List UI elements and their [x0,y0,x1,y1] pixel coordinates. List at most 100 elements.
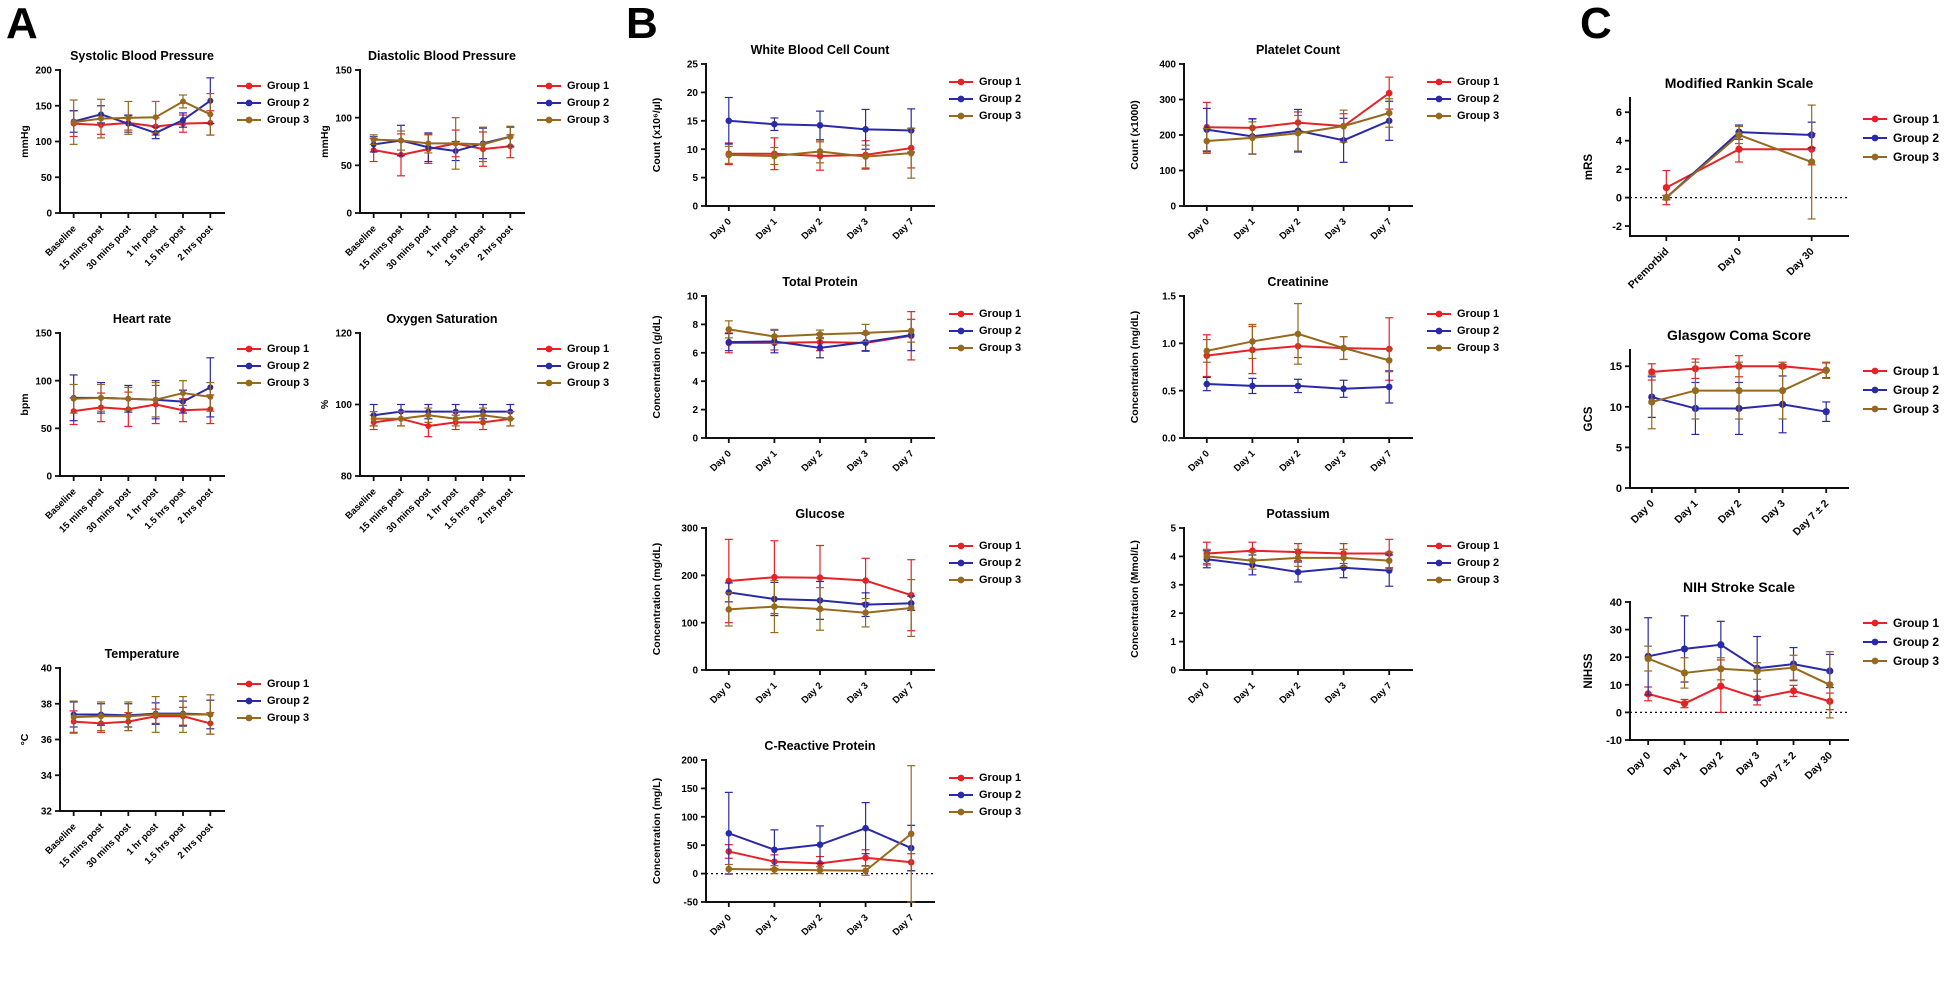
axes [1629,601,1849,741]
legend-label: Group 1 [979,540,1022,552]
legend-marker-icon [949,112,973,120]
legend-label: Group 1 [979,76,1022,88]
chart-unit-total-protein: Total Protein 0 2 4 6 8 10 Concentration (g/dL)… [648,274,1126,502]
legend-marker-icon [1863,367,1887,375]
legend-label: Group 2 [1457,557,1500,569]
svg-text:100: 100 [335,400,352,411]
legend-label: Group 2 [979,325,1022,337]
svg-text:5: 5 [692,173,698,184]
svg-text:50: 50 [341,161,353,172]
svg-text:400: 400 [1159,60,1176,71]
legend-marker-icon [949,95,973,103]
legend-item-group-1: Group 1 [1862,364,1939,378]
legend-item-group-2: Group 2 [1426,325,1499,337]
svg-text:Day 30: Day 30 [1784,246,1817,279]
svg-text:Day 1: Day 1 [754,912,780,938]
legend-label: Group 3 [1893,402,1940,416]
chart-unit-potassium: Potassium 0 1 2 3 4 5 Concentration (Mmol/L) Day… [1126,506,1604,734]
y-axis-ticks: 0 1 2 3 4 5 [1170,524,1184,677]
chart-unit-c-reactive-protein: C-Reactive Protein -50 0 50 100 150 200 Concent… [648,738,1126,966]
y-axis-label: Concentration (mg/dL) [651,543,663,656]
legend-marker-icon [1427,310,1451,318]
svg-text:0: 0 [1616,483,1622,495]
svg-text:Day 1: Day 1 [1672,498,1700,526]
svg-text:-2: -2 [1612,221,1622,233]
svg-text:1: 1 [1170,637,1176,648]
legend-marker-icon [237,82,261,90]
x-axis-ticks: Premorbid Day 0 Day 30 [1626,236,1817,291]
series-group-3 [724,765,916,903]
y-axis-label: Concentration (mg/dL) [1129,311,1141,424]
axes [59,667,225,812]
legend-marker-icon [237,99,261,107]
legend-marker-icon [1427,95,1451,103]
svg-text:Day 7 ± 2: Day 7 ± 2 [1791,498,1832,539]
svg-text:-50: -50 [684,898,699,909]
legend-item-group-2: Group 2 [948,325,1021,337]
series-group-3 [1644,645,1834,719]
svg-text:1.5: 1.5 [1162,292,1176,303]
legend-item-group-2: Group 2 [1862,131,1939,145]
legend-label: Group 3 [1457,574,1500,586]
series-group-2 [69,77,215,140]
series-group-3 [1202,548,1394,570]
svg-text:6: 6 [1616,107,1622,119]
legend-label: Group 2 [979,557,1022,569]
svg-text:50: 50 [41,173,53,184]
legend-label: Group 2 [1457,325,1500,337]
legend-item-group-1: Group 1 [948,308,1021,320]
panel-a: A Systolic Blood Pressure 0 50 100 150 200 mmH… [0,0,620,984]
panel-b: B White Blood Cell Count 0 5 10 15 20 25 Count … [620,0,1580,984]
y-axis-ticks: 0.0 0.5 1.0 1.5 [1162,292,1184,445]
y-axis-label: mmHg [319,125,331,158]
panel-b-label: B [626,0,658,48]
series-group-1 [1662,132,1816,206]
y-axis-ticks: 0 50 100 150 [335,66,360,220]
chart-title: Creatinine [1267,275,1328,289]
legend-marker-icon [237,379,261,387]
legend-label: Group 1 [1457,540,1500,552]
svg-text:34: 34 [41,771,53,782]
svg-text:32: 32 [41,807,53,818]
svg-text:20: 20 [687,88,699,99]
y-axis-ticks: 32 34 36 38 40 [41,664,60,818]
x-axis-ticks: Day 0 Day 1 Day 2 Day 3 Day 7 [708,902,916,938]
svg-text:0.0: 0.0 [1162,434,1176,445]
legend: Group 1 Group 2 Group 3 [948,540,1021,586]
legend-item-group-3: Group 3 [948,110,1021,122]
svg-text:Day 3: Day 3 [845,680,871,706]
svg-text:50: 50 [687,841,699,852]
svg-text:0: 0 [1170,202,1176,213]
svg-text:Day 0: Day 0 [708,216,734,242]
svg-text:25: 25 [687,60,699,71]
legend-item-group-1: Group 1 [1426,540,1499,552]
legend-marker-icon [949,791,973,799]
legend-marker-icon [237,697,261,705]
svg-text:150: 150 [681,784,698,795]
legend-item-group-2: Group 2 [236,695,309,707]
legend-marker-icon [537,82,561,90]
y-axis-ticks: 0 100 200 300 [681,524,706,677]
legend-item-group-2: Group 2 [536,97,609,109]
legend-item-group-2: Group 2 [1862,383,1939,397]
svg-text:0: 0 [46,472,52,483]
svg-text:Day 7 ± 2: Day 7 ± 2 [1758,750,1799,791]
svg-text:Day 3: Day 3 [1759,498,1787,526]
legend-item-group-2: Group 2 [536,360,609,372]
series-group-1 [369,129,515,177]
svg-text:Day 0: Day 0 [1629,498,1657,526]
legend-label: Group 3 [979,806,1022,818]
svg-text:40: 40 [41,664,53,675]
svg-text:6: 6 [692,348,698,359]
y-axis-label: Count (x10⁶/µl) [651,98,663,172]
legend-label: Group 3 [979,342,1022,354]
series-group-3 [369,117,515,170]
y-axis-ticks: 0 50 100 150 [35,329,60,483]
svg-text:0: 0 [692,666,698,677]
legend-marker-icon [1863,405,1887,413]
series-group-3 [1202,98,1394,155]
